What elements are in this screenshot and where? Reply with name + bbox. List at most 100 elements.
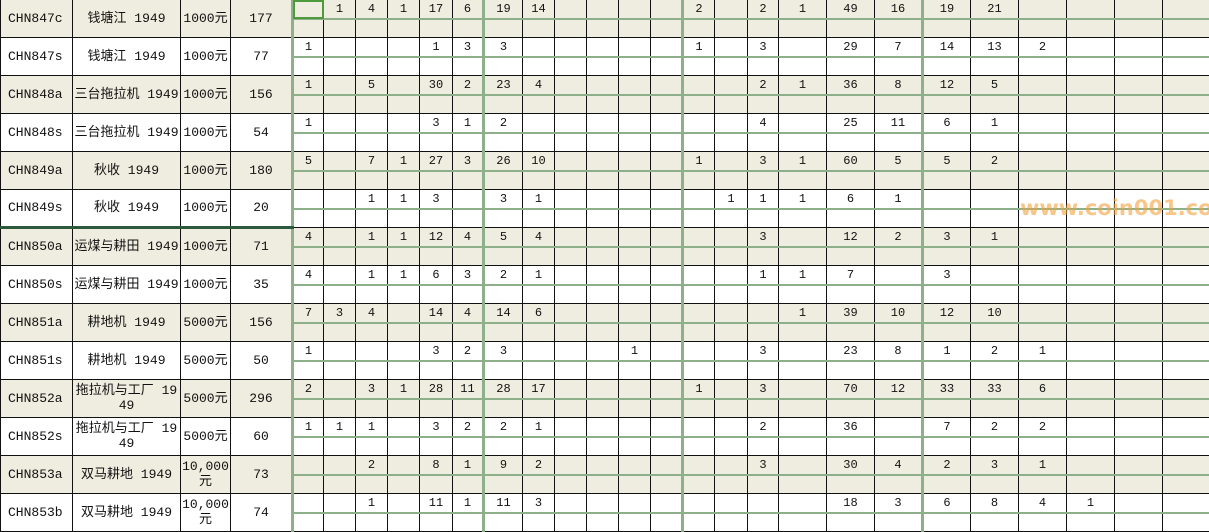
value-cell[interactable] xyxy=(523,341,555,361)
empty-cell[interactable] xyxy=(587,285,619,304)
value-cell[interactable]: 12 xyxy=(923,303,971,323)
value-cell[interactable]: 19 xyxy=(923,0,971,19)
empty-cell[interactable] xyxy=(715,361,748,380)
value-cell[interactable]: 14 xyxy=(420,303,453,323)
value-cell[interactable] xyxy=(1163,151,1209,171)
value-cell[interactable] xyxy=(1115,113,1163,133)
empty-cell[interactable] xyxy=(619,475,651,494)
value-cell[interactable]: 12 xyxy=(875,379,923,399)
empty-cell[interactable] xyxy=(651,133,683,152)
value-cell[interactable] xyxy=(324,379,356,399)
empty-cell[interactable] xyxy=(453,19,484,38)
empty-cell[interactable] xyxy=(923,437,971,456)
empty-cell[interactable] xyxy=(715,285,748,304)
empty-cell[interactable] xyxy=(420,475,453,494)
value-cell[interactable]: 1 xyxy=(388,379,420,399)
empty-cell[interactable] xyxy=(971,95,1019,114)
empty-cell[interactable] xyxy=(748,513,779,532)
value-cell[interactable]: 3 xyxy=(453,37,484,57)
value-cell[interactable]: 3 xyxy=(523,493,555,513)
value-cell[interactable]: 2 xyxy=(748,417,779,437)
empty-cell[interactable] xyxy=(1115,171,1163,190)
empty-cell[interactable] xyxy=(388,95,420,114)
issue-name-cell[interactable]: 拖拉机与工厂 1949 xyxy=(73,417,181,455)
empty-cell[interactable] xyxy=(587,323,619,342)
value-cell[interactable]: 2 xyxy=(683,0,715,19)
empty-cell[interactable] xyxy=(748,399,779,418)
empty-cell[interactable] xyxy=(971,171,1019,190)
catalog-id-cell[interactable]: CHN852a xyxy=(1,379,73,417)
empty-cell[interactable] xyxy=(1019,171,1067,190)
empty-cell[interactable] xyxy=(555,247,587,266)
empty-cell[interactable] xyxy=(1163,399,1209,418)
empty-cell[interactable] xyxy=(356,95,388,114)
value-cell[interactable]: 4 xyxy=(356,0,388,19)
empty-cell[interactable] xyxy=(651,323,683,342)
empty-cell[interactable] xyxy=(324,399,356,418)
empty-cell[interactable] xyxy=(453,57,484,76)
empty-cell[interactable] xyxy=(1163,437,1209,456)
issue-name-cell[interactable]: 耕地机 1949 xyxy=(73,303,181,341)
empty-cell[interactable] xyxy=(1115,57,1163,76)
empty-cell[interactable] xyxy=(651,57,683,76)
value-cell[interactable]: 11 xyxy=(420,493,453,513)
empty-cell[interactable] xyxy=(827,19,875,38)
empty-cell[interactable] xyxy=(827,323,875,342)
empty-cell[interactable] xyxy=(324,513,356,532)
empty-cell[interactable] xyxy=(875,513,923,532)
empty-cell[interactable] xyxy=(923,475,971,494)
value-cell[interactable] xyxy=(971,189,1019,209)
value-cell[interactable] xyxy=(971,265,1019,285)
value-cell[interactable] xyxy=(1163,379,1209,399)
value-cell[interactable]: 5 xyxy=(971,75,1019,95)
empty-cell[interactable] xyxy=(555,285,587,304)
empty-cell[interactable] xyxy=(875,133,923,152)
value-cell[interactable]: 23 xyxy=(827,341,875,361)
count-cell[interactable]: 156 xyxy=(231,303,293,341)
empty-cell[interactable] xyxy=(293,323,324,342)
empty-cell[interactable] xyxy=(651,247,683,266)
value-cell[interactable]: 1 xyxy=(293,341,324,361)
empty-cell[interactable] xyxy=(356,133,388,152)
value-cell[interactable]: 3 xyxy=(420,189,453,209)
empty-cell[interactable] xyxy=(523,475,555,494)
empty-cell[interactable] xyxy=(587,95,619,114)
value-cell[interactable] xyxy=(587,189,619,209)
empty-cell[interactable] xyxy=(827,209,875,228)
issue-name-cell[interactable]: 三台拖拉机 1949 xyxy=(73,113,181,151)
empty-cell[interactable] xyxy=(779,475,827,494)
value-cell[interactable] xyxy=(1019,151,1067,171)
value-cell[interactable] xyxy=(875,265,923,285)
catalog-id-cell[interactable]: CHN851a xyxy=(1,303,73,341)
value-cell[interactable]: 3 xyxy=(748,151,779,171)
empty-cell[interactable] xyxy=(523,399,555,418)
empty-cell[interactable] xyxy=(619,95,651,114)
value-cell[interactable] xyxy=(651,455,683,475)
empty-cell[interactable] xyxy=(971,437,1019,456)
empty-cell[interactable] xyxy=(293,513,324,532)
value-cell[interactable]: 1 xyxy=(324,0,356,19)
value-cell[interactable]: 2 xyxy=(523,455,555,475)
value-cell[interactable]: 1 xyxy=(388,265,420,285)
value-cell[interactable]: 2 xyxy=(453,417,484,437)
value-cell[interactable] xyxy=(293,455,324,475)
empty-cell[interactable] xyxy=(923,19,971,38)
value-cell[interactable]: 1 xyxy=(453,113,484,133)
empty-cell[interactable] xyxy=(356,247,388,266)
value-cell[interactable] xyxy=(555,265,587,285)
empty-cell[interactable] xyxy=(388,171,420,190)
value-cell[interactable] xyxy=(748,303,779,323)
empty-cell[interactable] xyxy=(453,513,484,532)
value-cell[interactable]: 1 xyxy=(388,227,420,247)
value-cell[interactable]: 6 xyxy=(827,189,875,209)
empty-cell[interactable] xyxy=(683,133,715,152)
empty-cell[interactable] xyxy=(683,95,715,114)
value-cell[interactable] xyxy=(923,189,971,209)
value-cell[interactable]: 1 xyxy=(683,379,715,399)
issue-name-cell[interactable]: 运煤与耕田 1949 xyxy=(73,265,181,303)
empty-cell[interactable] xyxy=(651,475,683,494)
value-cell[interactable]: 1 xyxy=(356,493,388,513)
empty-cell[interactable] xyxy=(1019,437,1067,456)
catalog-id-cell[interactable]: CHN847s xyxy=(1,37,73,75)
denomination-cell[interactable]: 5000元 xyxy=(181,303,231,341)
